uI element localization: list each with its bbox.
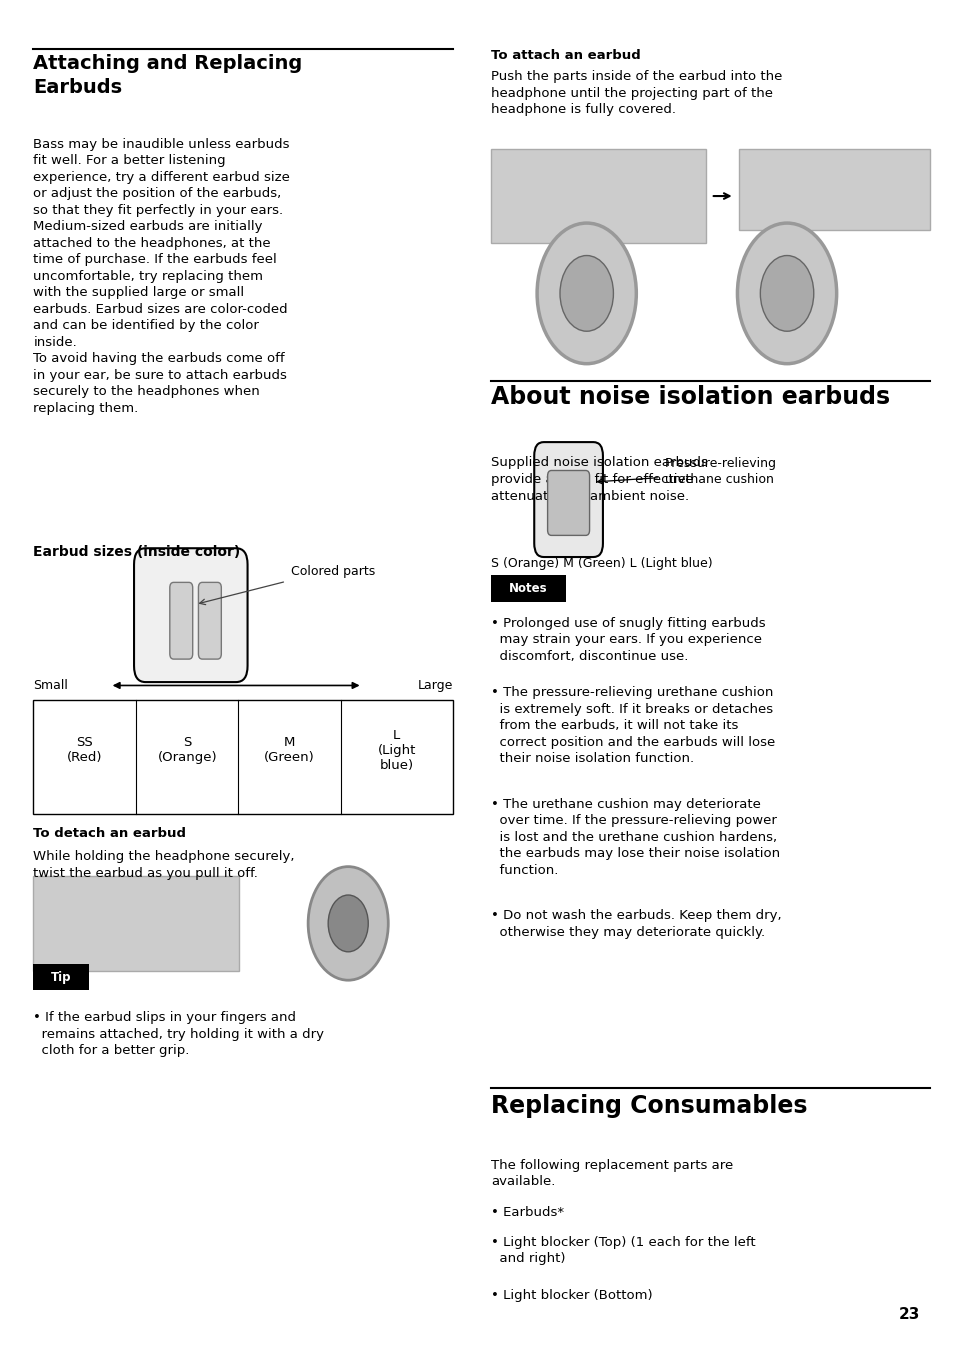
FancyBboxPatch shape [170,583,193,658]
Bar [33,700,453,814]
FancyBboxPatch shape [547,470,589,535]
Text: Push the parts inside of the earbud into the
headphone until the projecting part: Push the parts inside of the earbud into… [491,70,781,116]
Text: S (Orange) M (Green) L (Light blue): S (Orange) M (Green) L (Light blue) [491,557,712,571]
Text: To attach an earbud: To attach an earbud [491,49,640,62]
Text: Bass may be inaudible unless earbuds
fit well. For a better listening
experience: Bass may be inaudible unless earbuds fit… [33,138,290,415]
Text: While holding the headphone securely,
twist the earbud as you pull it off.: While holding the headphone securely, tw… [33,850,294,880]
Text: The following replacement parts are
available.: The following replacement parts are avai… [491,1159,733,1188]
Text: Pressure-relieving
urethane cushion: Pressure-relieving urethane cushion [664,457,776,485]
Text: Supplied noise isolation earbuds
provide a snug fit for effective
attenuation of: Supplied noise isolation earbuds provide… [491,456,707,503]
Circle shape [760,256,813,331]
Text: Small: Small [33,679,69,692]
Text: • Earbuds*: • Earbuds* [491,1206,564,1220]
Text: About noise isolation earbuds: About noise isolation earbuds [491,385,889,410]
Bar [491,149,705,243]
Text: • If the earbud slips in your fingers and
  remains attached, try holding it wit: • If the earbud slips in your fingers an… [33,1011,324,1057]
Text: To detach an earbud: To detach an earbud [33,827,186,841]
Text: • The urethane cushion may deteriorate
  over time. If the pressure-relieving po: • The urethane cushion may deteriorate o… [491,798,780,876]
Circle shape [537,223,636,364]
Text: Large: Large [417,679,453,692]
FancyBboxPatch shape [133,549,248,681]
Text: Tip: Tip [51,971,71,984]
Text: • Light blocker (Top) (1 each for the left
  and right): • Light blocker (Top) (1 each for the le… [491,1236,755,1265]
FancyBboxPatch shape [534,442,602,557]
Text: • Prolonged use of snugly fitting earbuds
  may strain your ears. If you experie: • Prolonged use of snugly fitting earbud… [491,617,765,662]
Text: Attaching and Replacing
Earbuds: Attaching and Replacing Earbuds [33,54,302,96]
Text: M
(Green): M (Green) [264,737,314,764]
Text: • The pressure-relieving urethane cushion
  is extremely soft. If it breaks or d: • The pressure-relieving urethane cushio… [491,687,775,765]
Text: S
(Orange): S (Orange) [157,737,217,764]
Bar [33,876,238,971]
Bar [739,149,929,230]
Circle shape [559,256,613,331]
Circle shape [737,223,836,364]
Text: L
(Light
blue): L (Light blue) [377,729,416,772]
Text: Replacing Consumables: Replacing Consumables [491,1094,807,1118]
Text: 23: 23 [899,1307,920,1322]
Text: Notes: Notes [509,581,547,595]
Text: Earbud sizes (inside color): Earbud sizes (inside color) [33,545,240,558]
Text: SS
(Red): SS (Red) [67,737,103,764]
Circle shape [308,867,388,980]
Text: Colored parts: Colored parts [291,565,375,579]
Circle shape [328,895,368,952]
FancyBboxPatch shape [198,583,221,658]
Text: • Do not wash the earbuds. Keep them dry,
  otherwise they may deteriorate quick: • Do not wash the earbuds. Keep them dry… [491,910,781,938]
Text: • Light blocker (Bottom): • Light blocker (Bottom) [491,1288,652,1302]
FancyBboxPatch shape [33,964,89,990]
FancyBboxPatch shape [491,575,565,602]
